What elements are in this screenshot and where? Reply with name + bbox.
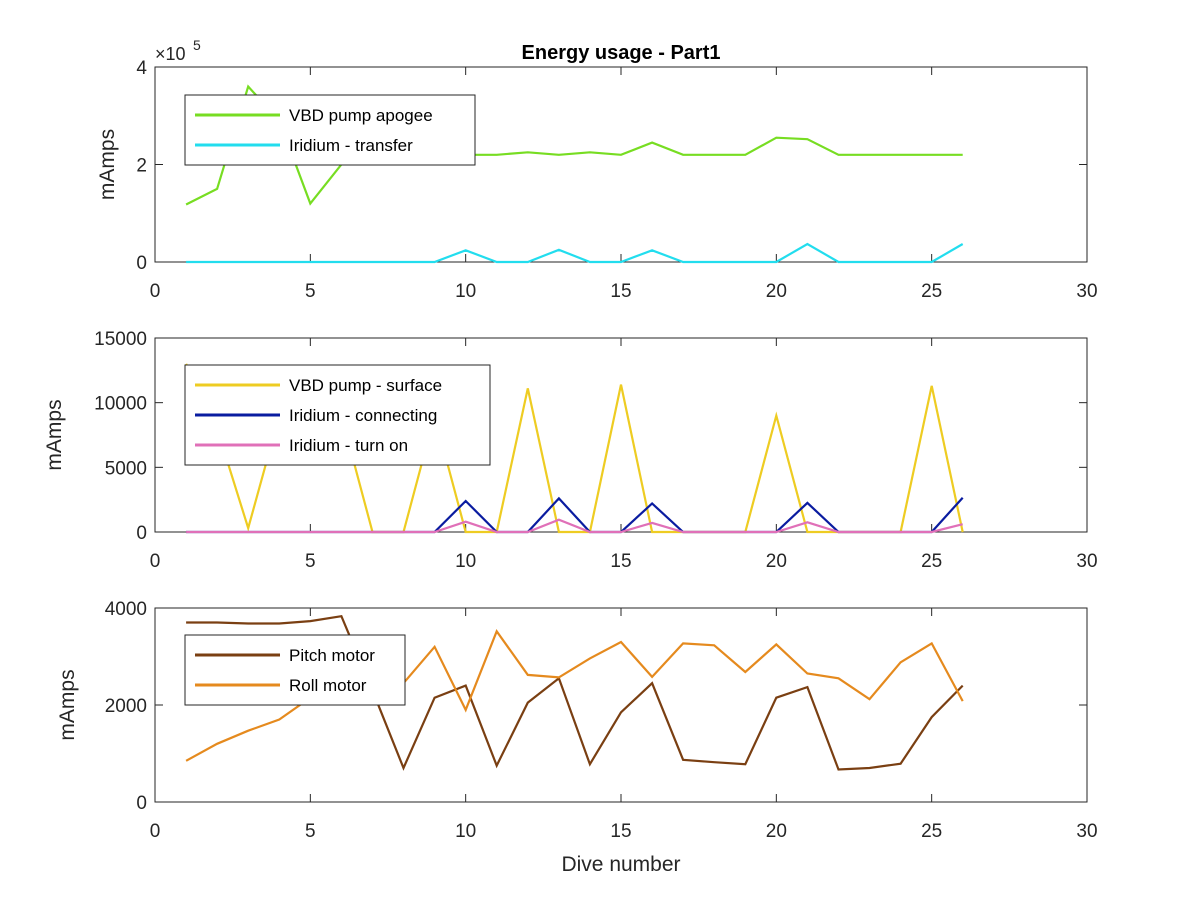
- legend-box: [184, 94, 476, 166]
- y-exponent-power: 5: [193, 37, 201, 53]
- x-tick-label: 20: [766, 551, 787, 572]
- subplot-1: 0 5 10 15 20 25 30 0 2 4 ×10 5 Energy usage - Part1 m…: [96, 37, 1098, 302]
- x-tick-label: 5: [305, 551, 316, 572]
- x-tick-label: 30: [1076, 281, 1097, 302]
- charts-container: 0 5 10 15 20 25 30 0 2 4 ×10 5 Energy usage - Part1 m…: [43, 37, 1098, 876]
- x-tick-label: 15: [610, 821, 631, 842]
- y-tick-label: 2000: [105, 696, 147, 717]
- series-line-1: [186, 614, 964, 771]
- x-tick-label: 25: [921, 821, 942, 842]
- x-tick-label: 5: [305, 821, 316, 842]
- legend-label: Iridium - turn on: [289, 436, 408, 455]
- y-tick-label: 0: [136, 253, 147, 274]
- y-axis-label: mAmps: [43, 399, 66, 470]
- legend: Pitch motor Roll motor: [184, 634, 406, 706]
- y-exponent-label: ×10: [155, 44, 186, 64]
- subplot-2: 0 5 10 15 20 25 30 0 5000 10000 15000 mAmps VBD pump…: [43, 329, 1098, 572]
- x-tick-label: 0: [150, 551, 161, 572]
- legend: VBD pump apogee Iridium - transfer: [184, 94, 476, 166]
- x-tick-label: 25: [921, 551, 942, 572]
- series-line-3: [186, 518, 963, 534]
- x-tick-label: 10: [455, 821, 476, 842]
- y-tick-label: 2: [136, 156, 147, 177]
- x-tick-label: 0: [150, 281, 161, 302]
- x-tick-label: 30: [1076, 551, 1097, 572]
- legend-label: VBD pump - surface: [289, 376, 442, 395]
- x-tick-label: 15: [610, 281, 631, 302]
- y-tick-label: 10000: [94, 394, 147, 415]
- y-tick-label: 4: [136, 58, 147, 79]
- x-tick-label: 0: [150, 821, 161, 842]
- subplot-3: 0 5 10 15 20 25 30 0 2000 4000 mAmps Dive number Pit…: [56, 599, 1098, 876]
- y-tick-label: 5000: [105, 458, 147, 479]
- y-tick-label: 15000: [94, 329, 147, 350]
- y-tick-label: 0: [136, 793, 147, 814]
- y-axis-label: mAmps: [56, 669, 79, 740]
- legend-label: Iridium - connecting: [289, 406, 437, 425]
- x-tick-label: 30: [1076, 821, 1097, 842]
- x-tick-label: 20: [766, 821, 787, 842]
- legend: VBD pump - surface Iridium - connecting Ir…: [184, 364, 491, 466]
- x-tick-label: 20: [766, 281, 787, 302]
- chart-title: Energy usage - Part1: [522, 42, 721, 64]
- y-tick-label: 4000: [105, 599, 147, 620]
- series-line-2: [186, 242, 964, 264]
- legend-box: [184, 634, 406, 706]
- legend-label: Iridium - transfer: [289, 136, 413, 155]
- series-line-1: [185, 84, 963, 206]
- legend-label: Pitch motor: [289, 646, 375, 665]
- x-axis-label: Dive number: [561, 853, 680, 876]
- y-axis-label: mAmps: [96, 129, 119, 200]
- x-tick-label: 15: [610, 551, 631, 572]
- x-tick-label: 10: [455, 551, 476, 572]
- y-tick-label: 0: [136, 523, 147, 544]
- x-tick-label: 5: [305, 281, 316, 302]
- x-tick-label: 25: [921, 281, 942, 302]
- legend-label: VBD pump apogee: [289, 106, 433, 125]
- x-tick-label: 10: [455, 281, 476, 302]
- legend-label: Roll motor: [289, 676, 367, 695]
